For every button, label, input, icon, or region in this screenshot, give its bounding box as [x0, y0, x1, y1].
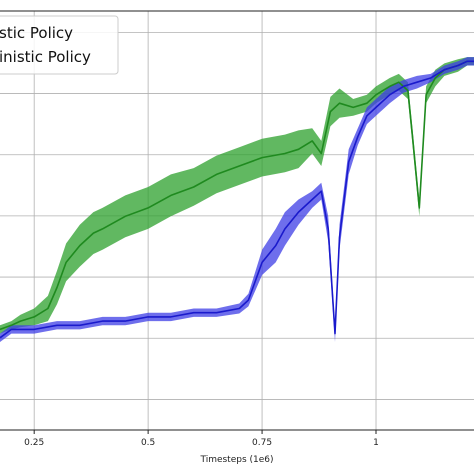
confidence-bands: [0, 57, 474, 342]
series-band-0: [0, 57, 474, 334]
series-line-0: [0, 60, 474, 331]
plot-frame: [0, 10, 474, 431]
legend-box: [0, 15, 119, 75]
x-tick-label-3: 1: [373, 438, 379, 448]
x-axis-ticks: 0.25 0.5 0.75 1: [24, 430, 379, 448]
legend-entry-1: inistic Policy: [0, 48, 91, 66]
series-line-1: [0, 60, 474, 339]
legend-entry-0: stic Policy: [0, 24, 73, 42]
x-axis-label: Timesteps (1e6): [199, 455, 273, 465]
x-tick-label-1: 0.5: [141, 438, 155, 448]
x-tick-label-2: 0.75: [252, 438, 272, 448]
series-lines: [0, 60, 474, 339]
legend: stic Policy inistic Policy: [0, 15, 119, 75]
x-tick-label-0: 0.25: [24, 438, 44, 448]
